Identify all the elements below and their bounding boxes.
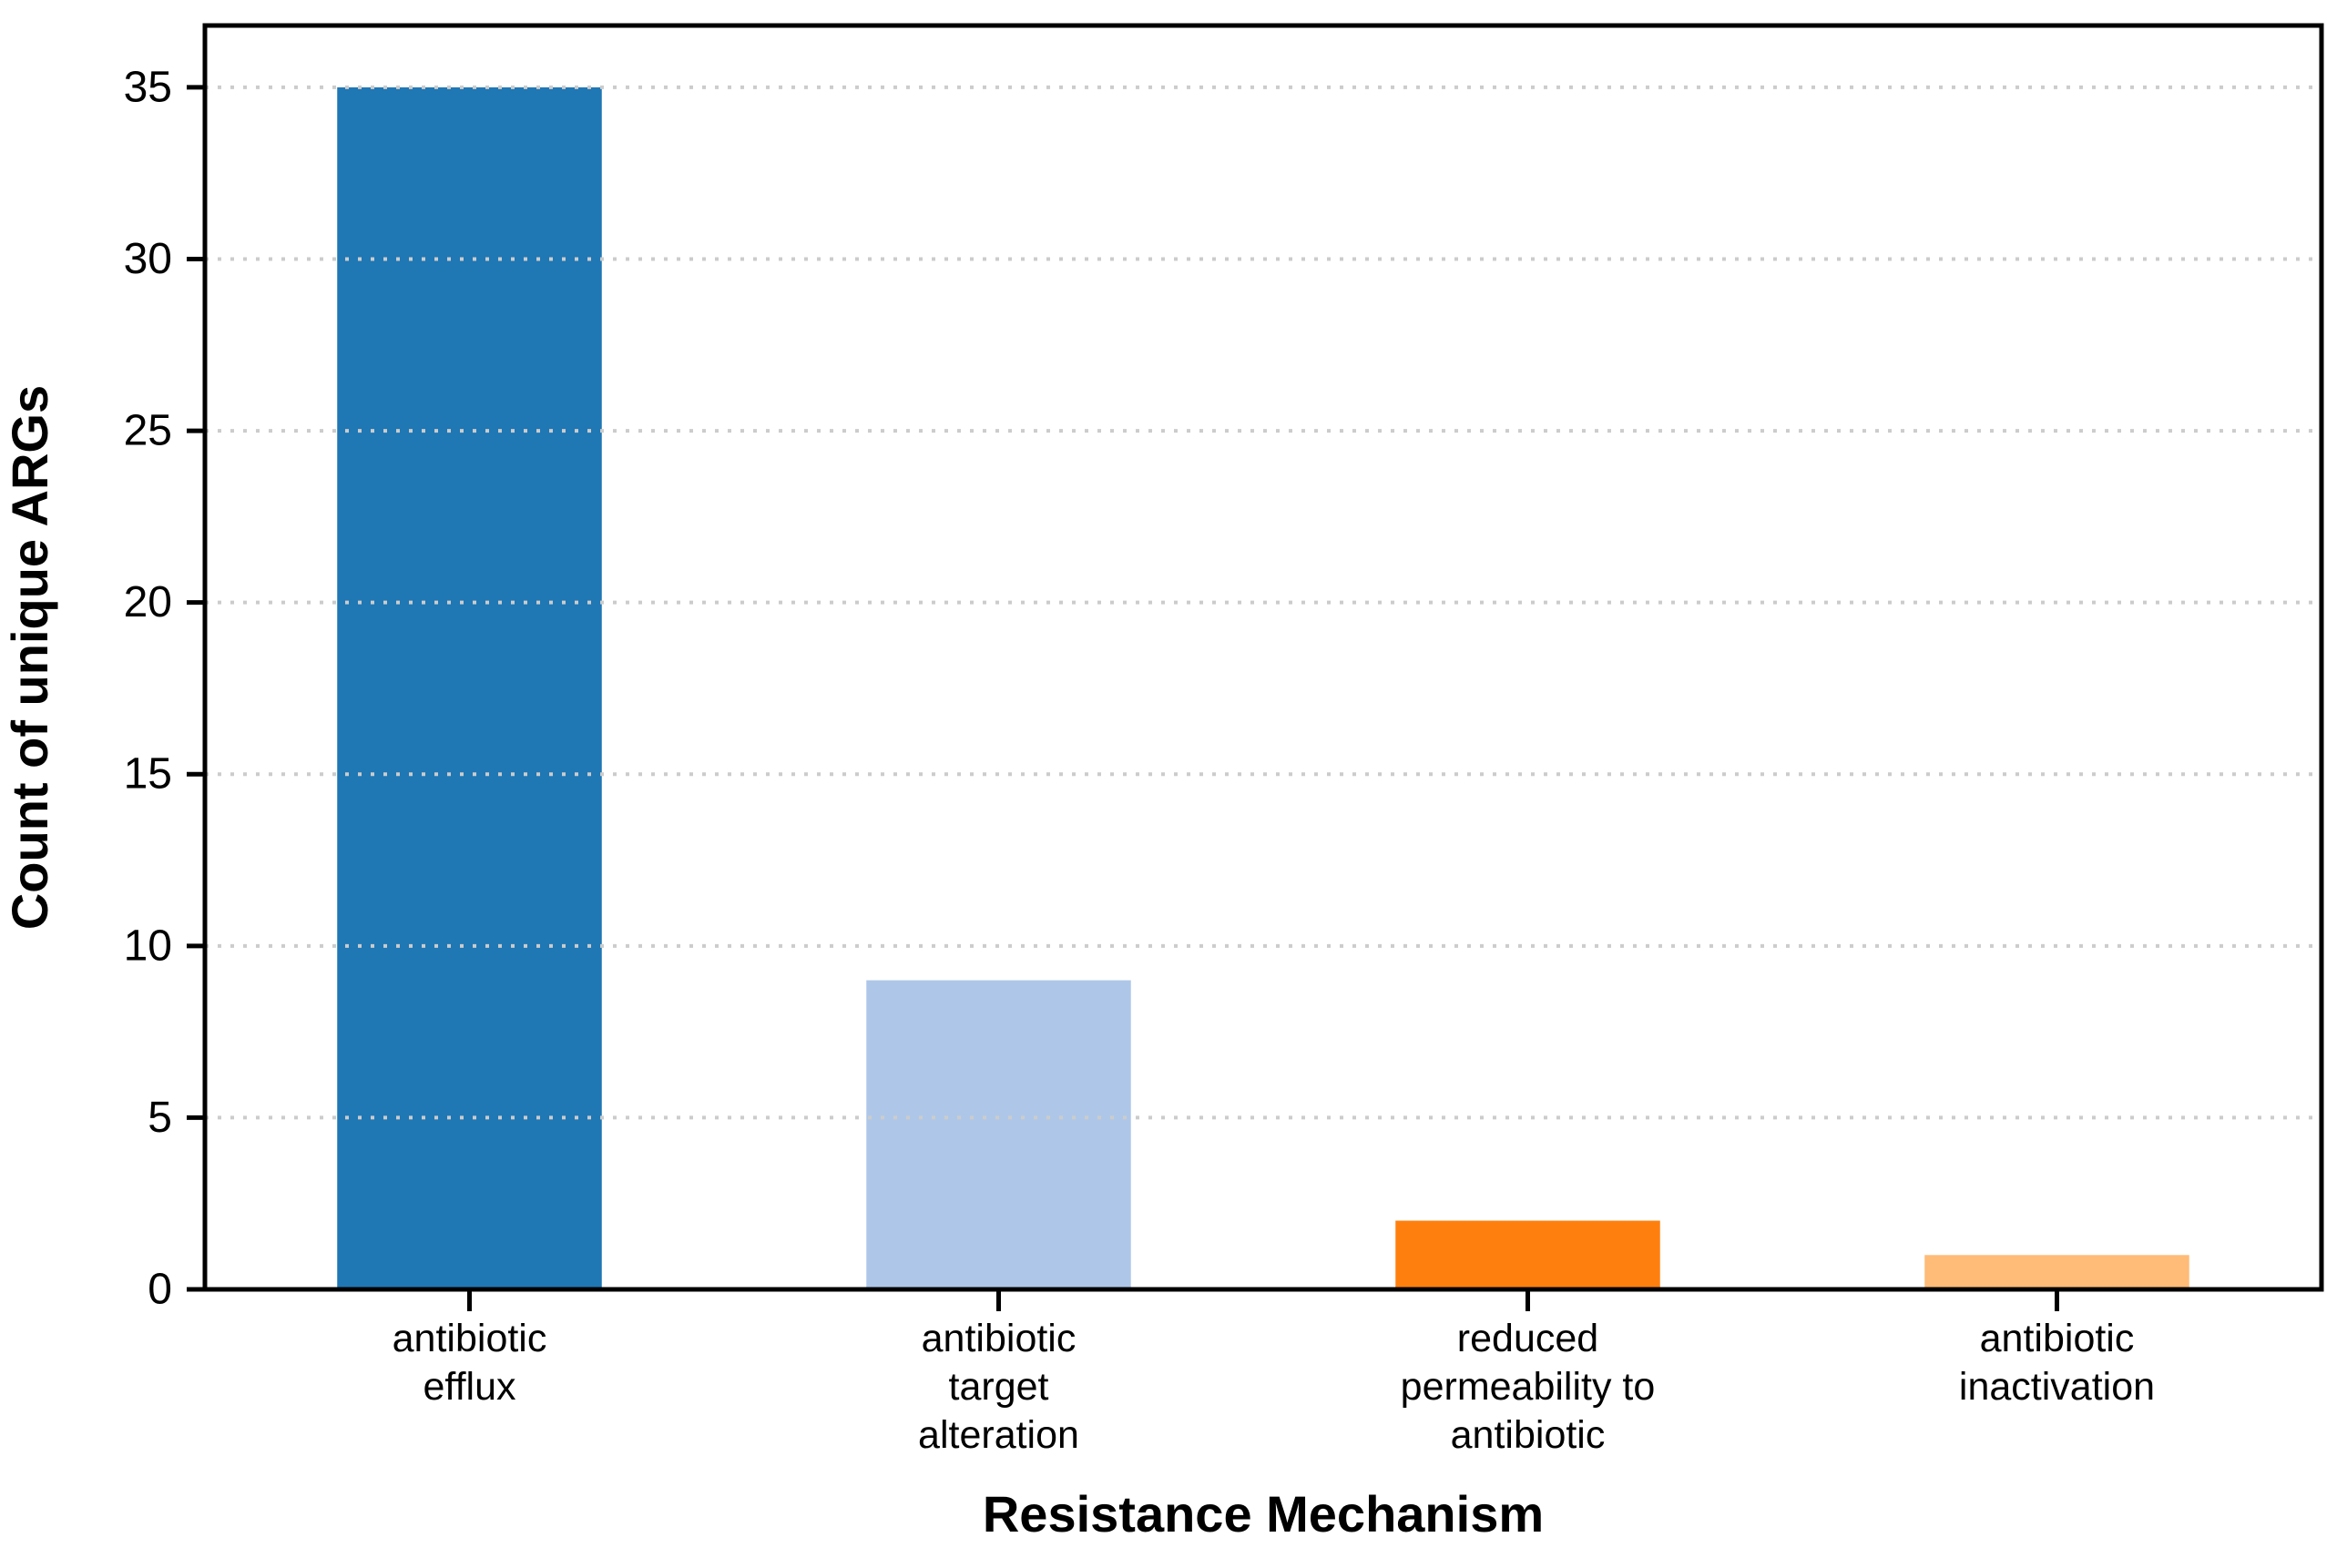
y-tick-label: 35 (124, 63, 172, 111)
x-tick-label: antibiotic inactivation (1959, 1317, 2155, 1409)
y-tick-label: 25 (124, 407, 172, 455)
bar (866, 980, 1131, 1289)
y-tick-label: 30 (124, 235, 172, 283)
y-tick-label: 0 (148, 1266, 172, 1314)
y-tick-label: 5 (148, 1094, 172, 1142)
plot-border (202, 23, 2324, 1292)
bar (1924, 1255, 2189, 1289)
bar (337, 87, 602, 1289)
x-tick-label: antibiotic target alteration (918, 1317, 1079, 1457)
y-tick-label: 10 (124, 921, 172, 970)
x-axis-title: Resistance Mechanism (983, 1485, 1544, 1543)
bar (1395, 1220, 1660, 1289)
y-axis-title: Count of unique ARGs (1, 385, 58, 930)
y-tick-label: 15 (124, 750, 172, 799)
x-tick-label: reduced permeability to antibiotic (1401, 1317, 1656, 1457)
y-tick-label: 20 (124, 578, 172, 626)
x-tick-label: antibiotic efflux (393, 1317, 547, 1409)
